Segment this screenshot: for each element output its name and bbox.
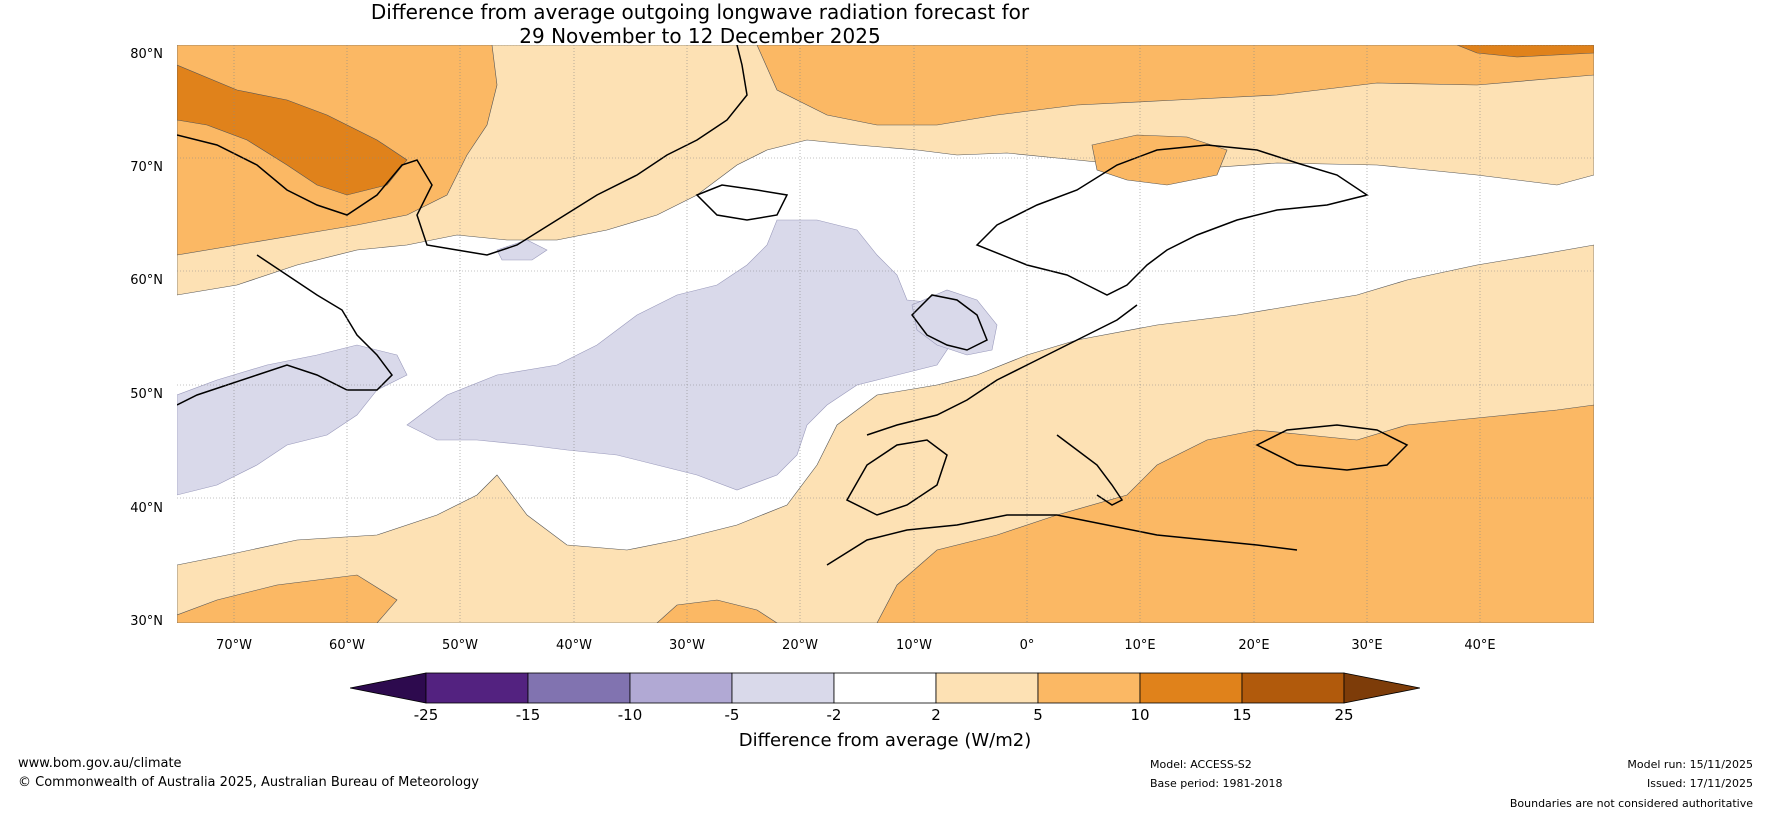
coastline-north-africa (826, 514, 1298, 566)
issued-info: Issued: 17/11/2025 (1646, 777, 1753, 790)
colorbar-tick-label: 15 (1232, 706, 1252, 724)
anomaly-region-arctic-high (1456, 45, 1594, 58)
lon-label-30e: 30°E (1351, 638, 1383, 653)
map-plot (177, 45, 1594, 623)
coastline-iceland (695, 184, 789, 221)
lon-label-0: 0° (1019, 638, 1035, 653)
colorbar-tick-label: -15 (515, 706, 541, 724)
lon-label-50w: 50°W (442, 638, 478, 653)
colorbar-segment (425, 672, 529, 704)
lat-label-70n: 70°N (130, 160, 163, 175)
colorbar-tick-label: 25 (1334, 706, 1354, 724)
lon-label-40w: 40°W (556, 638, 592, 653)
anomaly-region-greenland-high (177, 64, 408, 196)
anomaly-region-atlantic-south-mid (177, 574, 398, 623)
colorbar-segment (1241, 672, 1345, 704)
coastline-black-sea (1255, 424, 1409, 471)
colorbar-extension-low (350, 672, 427, 704)
colorbar-segment (629, 672, 733, 704)
colorbar-tick-label: 10 (1130, 706, 1150, 724)
graticule (177, 45, 1594, 623)
colorbar-tick-label: -10 (617, 706, 643, 724)
lat-label-60n: 60°N (130, 273, 163, 288)
colorbar-tick-label: 5 (1033, 706, 1043, 724)
colorbar-segment (527, 672, 631, 704)
coastline-europe-atlantic (866, 304, 1138, 436)
colorbar-tick-label: -5 (724, 706, 740, 724)
colorbar-segment (1037, 672, 1141, 704)
colorbar (350, 672, 1420, 704)
colorbar-tick-label: 2 (931, 706, 941, 724)
lon-label-60w: 60°W (329, 638, 365, 653)
chart-title: Difference from average outgoing longwav… (0, 0, 1400, 48)
coastline-iberia (845, 439, 948, 516)
lon-label-20w: 20°W (782, 638, 818, 653)
lon-label-10e: 10°E (1124, 638, 1156, 653)
lon-label-30w: 30°W (669, 638, 705, 653)
base-period-info: Base period: 1981-2018 (1150, 777, 1283, 790)
colorbar-segment (935, 672, 1039, 704)
anomaly-region-atlantic-south-mid-2 (656, 599, 778, 623)
coastline-labrador (177, 254, 393, 406)
disclaimer-text: Boundaries are not considered authoritat… (1509, 797, 1753, 810)
colorbar-tick-label: -25 (413, 706, 439, 724)
coastline-italy (1056, 434, 1124, 506)
copyright-text: © Commonwealth of Australia 2025, Austra… (18, 775, 479, 790)
lon-label-40e: 40°E (1464, 638, 1496, 653)
anomaly-region-norwegian-sea (1091, 134, 1228, 186)
title-line-1: Difference from average outgoing longwav… (370, 0, 1030, 24)
title-line-2: 29 November to 12 December 2025 (519, 24, 881, 48)
lat-label-50n: 50°N (130, 387, 163, 402)
coastline-greenland (177, 45, 748, 256)
lon-label-20e: 20°E (1238, 638, 1270, 653)
colorbar-label: Difference from average (W/m2) (738, 730, 1032, 751)
lat-label-80n: 80°N (130, 47, 163, 62)
lon-label-70w: 70°W (216, 638, 252, 653)
colorbar-tick-label: -2 (826, 706, 842, 724)
colorbar-segment (1139, 672, 1243, 704)
lat-label-30n: 30°N (130, 614, 163, 629)
colorbar-extension-high (1343, 672, 1420, 704)
anomaly-region-north-light (177, 45, 1594, 296)
website-link[interactable]: www.bom.gov.au/climate (18, 756, 182, 771)
lat-label-40n: 40°N (130, 501, 163, 516)
coastline-scandinavia (975, 144, 1369, 296)
anomaly-region-arctic-north (756, 45, 1594, 126)
lon-label-10w: 10°W (896, 638, 932, 653)
coastline-uk (911, 294, 988, 351)
model-info: Model: ACCESS-S2 (1150, 758, 1252, 771)
model-run-info: Model run: 15/11/2025 (1627, 758, 1753, 771)
colorbar-segment (833, 672, 937, 704)
coastlines (177, 45, 1409, 566)
colorbar-segment (731, 672, 835, 704)
